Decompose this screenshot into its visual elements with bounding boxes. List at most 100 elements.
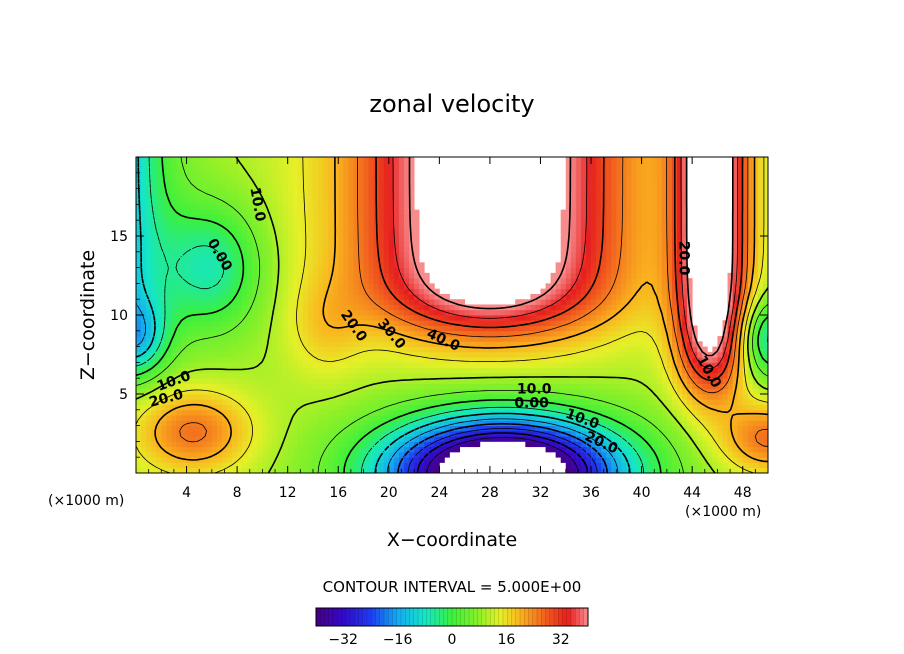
field-cell: [636, 367, 642, 374]
field-cell: [494, 383, 501, 390]
field-cell: [206, 241, 213, 247]
field-cell: [636, 388, 642, 395]
field-cell: [328, 399, 334, 405]
field-cell: [434, 457, 440, 463]
field-cell: [348, 304, 354, 311]
field-cell: [474, 425, 481, 432]
field-cell: [196, 288, 203, 295]
field-cell: [641, 446, 648, 453]
field-cell: [616, 257, 622, 263]
field-cell: [348, 257, 354, 263]
field-cell: [383, 346, 390, 353]
field-cell: [747, 372, 754, 379]
field-cell: [136, 320, 142, 326]
field-cell: [151, 257, 157, 263]
field-cell: [747, 441, 754, 448]
field-cell: [636, 341, 642, 347]
field-cell: [333, 336, 339, 342]
field-cell: [161, 394, 167, 400]
field-cell: [232, 446, 238, 453]
field-cell: [565, 251, 572, 258]
field-cell: [616, 246, 622, 253]
field-cell: [687, 467, 693, 473]
field-cell: [262, 304, 268, 311]
field-cell: [742, 299, 749, 305]
field-cell: [171, 451, 177, 458]
field-cell: [474, 309, 481, 316]
field-cell: [333, 415, 339, 421]
field-cell: [201, 394, 208, 400]
field-cell: [348, 462, 354, 469]
field-cell: [722, 441, 728, 448]
field-cell: [292, 451, 299, 458]
field-cell: [156, 362, 162, 369]
field-cell: [641, 257, 648, 263]
field-cell: [247, 394, 253, 400]
field-cell: [206, 420, 213, 426]
field-cell: [712, 372, 718, 379]
field-cell: [398, 409, 405, 416]
field-cell: [525, 409, 531, 416]
field-cell: [398, 262, 405, 268]
field-cell: [363, 467, 369, 473]
field-cell: [601, 462, 607, 469]
field-cell: [585, 241, 592, 247]
field-cell: [196, 262, 203, 268]
field-cell: [368, 283, 375, 290]
field-cell: [717, 399, 723, 405]
field-cell: [297, 462, 304, 469]
field-cell: [484, 351, 491, 358]
field-cell: [535, 346, 541, 353]
field-cell: [434, 430, 440, 437]
field-cell: [545, 336, 551, 342]
field-cell: [752, 336, 759, 342]
field-cell: [570, 341, 577, 347]
field-cell: [196, 293, 203, 300]
field-cell: [242, 441, 248, 448]
field-cell: [626, 336, 632, 342]
field-cell: [717, 404, 723, 411]
field-cell: [596, 457, 602, 463]
field-cell: [171, 262, 177, 268]
field-cell: [666, 267, 673, 274]
field-cell: [221, 436, 228, 442]
field-cell: [580, 262, 587, 268]
field-cell: [378, 467, 385, 473]
field-cell: [141, 457, 147, 463]
field-cell: [651, 304, 658, 311]
field-cell: [247, 451, 253, 458]
field-cell: [272, 409, 278, 416]
field-cell: [363, 415, 369, 421]
field-cell: [398, 330, 405, 337]
field-cell: [196, 257, 203, 263]
field-cell: [318, 341, 324, 347]
field-cell: [136, 272, 142, 279]
field-cell: [297, 394, 304, 400]
field-cell: [641, 346, 648, 353]
field-cell: [454, 336, 460, 342]
field-cell: [762, 436, 768, 442]
field-cell: [732, 351, 739, 358]
field-cell: [429, 351, 435, 358]
field-cell: [762, 457, 768, 463]
field-cell: [651, 283, 658, 290]
field-cell: [737, 320, 744, 326]
field-cell: [722, 467, 728, 473]
field-cell: [302, 441, 309, 448]
field-cell: [363, 299, 369, 305]
field-cell: [307, 457, 314, 463]
field-cell: [469, 325, 476, 332]
field-cell: [687, 278, 693, 284]
field-cell: [591, 378, 597, 384]
field-cell: [732, 283, 739, 290]
field-cell: [333, 378, 339, 384]
field-cell: [661, 341, 668, 347]
field-cell: [641, 462, 648, 469]
field-cell: [232, 246, 238, 253]
field-cell: [252, 383, 258, 390]
field-cell: [565, 309, 572, 316]
field-cell: [262, 357, 268, 363]
field-cell: [429, 378, 435, 384]
field-cell: [666, 299, 673, 305]
field-cell: [348, 409, 354, 416]
